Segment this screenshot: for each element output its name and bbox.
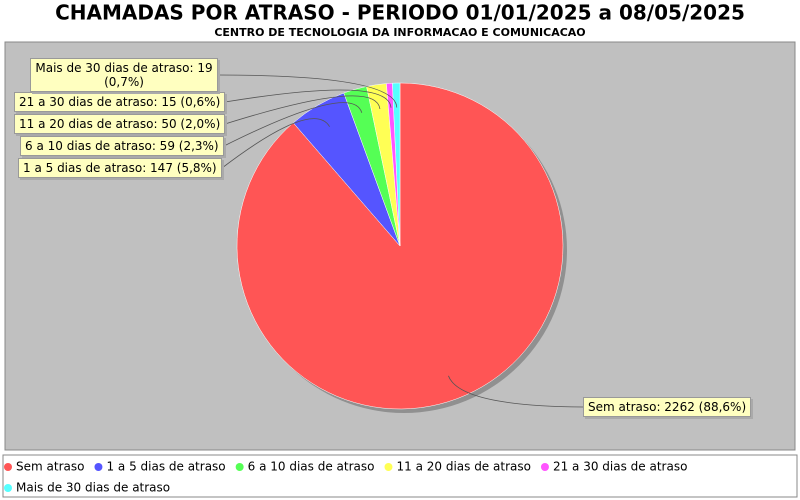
legend-box xyxy=(2,454,798,498)
legend-label: 21 a 30 dias de atraso xyxy=(553,460,687,474)
leader-line xyxy=(448,375,584,408)
legend-label: 11 a 20 dias de atraso xyxy=(396,460,530,474)
data-label: 21 a 30 dias de atraso: 15 (0,6%) xyxy=(14,92,226,112)
legend-label: Mais de 30 dias de atraso xyxy=(16,481,170,495)
leader-line xyxy=(224,95,381,125)
pie-slice xyxy=(392,82,401,247)
legend-swatch xyxy=(4,484,12,492)
leader-line xyxy=(221,118,330,169)
legend-label: 6 a 10 dias de atraso xyxy=(248,460,375,474)
leader-line xyxy=(223,102,363,147)
legend-swatch xyxy=(4,463,12,471)
legend-swatch xyxy=(94,463,103,471)
data-label: 1 a 5 dias de atraso: 147 (5,8%) xyxy=(18,158,222,178)
legend-label: Sem atraso xyxy=(16,460,84,474)
chart-subtitle: CENTRO DE TECNOLOGIA DA INFORMACAO E COM… xyxy=(214,26,585,39)
data-label: Sem atraso: 2262 (88,6%) xyxy=(583,397,752,417)
leader-line xyxy=(217,74,398,108)
data-label: 6 a 10 dias de atraso: 59 (2,3%) xyxy=(20,136,224,156)
data-label: 11 a 20 dias de atraso: 50 (2,0%) xyxy=(14,114,226,134)
leader-line xyxy=(224,89,392,108)
legend-label: 1 a 5 dias de atraso xyxy=(106,460,225,474)
data-label: Mais de 30 dias de atraso: 19 (0,7%) xyxy=(30,58,218,92)
chart-title: CHAMADAS POR ATRASO - PERIODO 01/01/2025… xyxy=(55,1,745,25)
legend-swatch xyxy=(384,463,393,471)
pie-slice xyxy=(236,82,564,410)
legend-swatch xyxy=(235,463,244,471)
legend-swatch xyxy=(540,463,549,471)
